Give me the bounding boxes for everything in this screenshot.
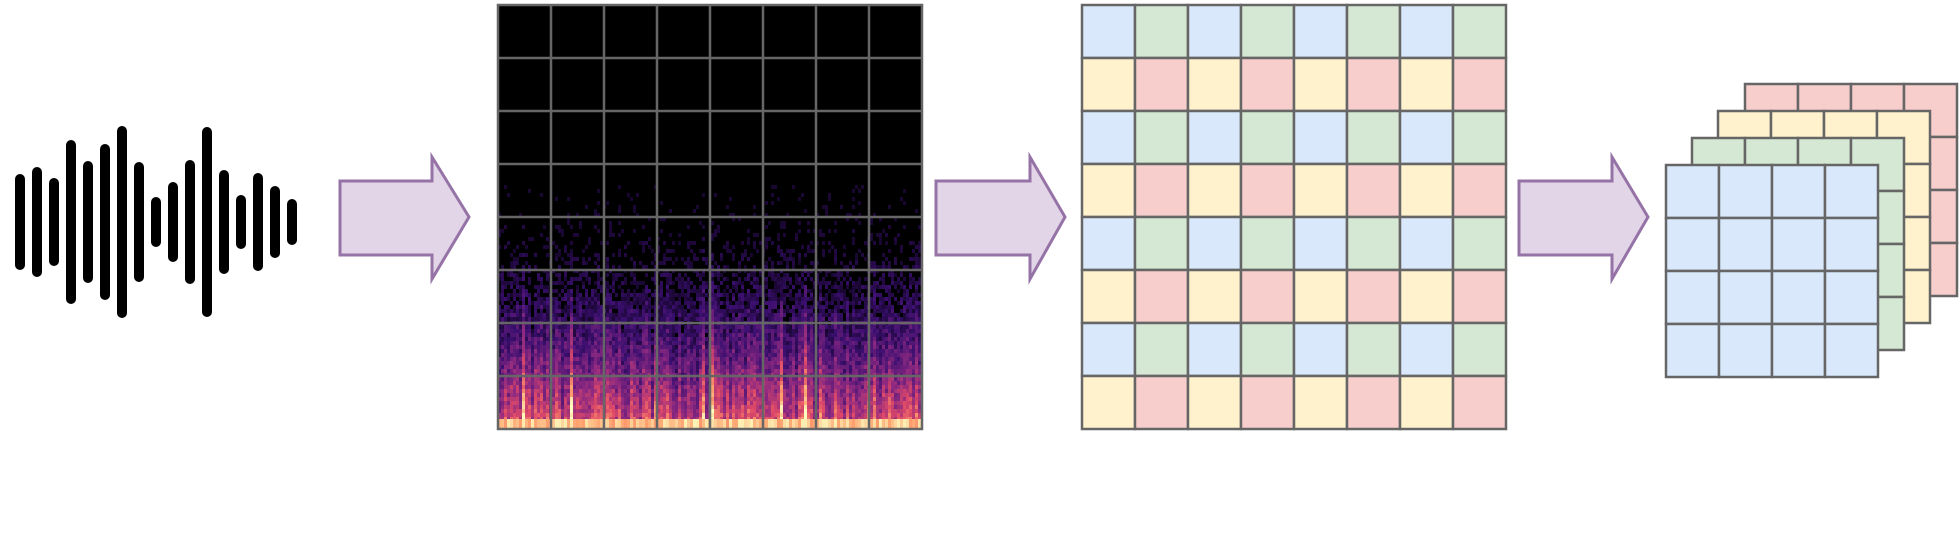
patch-cell: [1133, 215, 1190, 272]
channel-cell: [1664, 269, 1721, 326]
patch-cell: [1398, 56, 1455, 113]
patch-cell: [1239, 374, 1296, 431]
patch-cell: [1398, 109, 1455, 166]
patch-cell: [1451, 109, 1508, 166]
patch-cell: [1080, 321, 1137, 378]
patch-cell: [1186, 268, 1243, 325]
patch-cell: [1345, 215, 1402, 272]
patch-cell: [1398, 3, 1455, 60]
patch-cell: [1239, 321, 1296, 378]
channel-cell: [1823, 216, 1880, 273]
patch-cell: [1239, 215, 1296, 272]
patch-cell: [1292, 56, 1349, 113]
patch-cell: [1292, 3, 1349, 60]
patch-grid: [1080, 3, 1508, 431]
arrow-shape: [934, 151, 1067, 285]
channel-cell: [1664, 216, 1721, 273]
patch-cell: [1292, 321, 1349, 378]
patch-cell: [1080, 3, 1137, 60]
channel-cell: [1823, 269, 1880, 326]
patch-cell: [1239, 268, 1296, 325]
patch-cell: [1292, 374, 1349, 431]
patch-cell: [1451, 215, 1508, 272]
patch-cell: [1080, 56, 1137, 113]
patch-cell: [1133, 56, 1190, 113]
patch-cell: [1080, 268, 1137, 325]
channel-cell: [1823, 163, 1880, 220]
patch-cell: [1292, 215, 1349, 272]
channel-cell: [1770, 269, 1827, 326]
patch-cell: [1345, 321, 1402, 378]
patch-cell: [1345, 374, 1402, 431]
channel-cell: [1770, 216, 1827, 273]
patch-cell: [1186, 162, 1243, 219]
audio-waveform-icon: [15, 126, 297, 318]
patch-cell: [1345, 3, 1402, 60]
arrow-shape: [1517, 151, 1650, 285]
patch-cell: [1451, 374, 1508, 431]
patch-cell: [1451, 321, 1508, 378]
channel-cell: [1664, 322, 1721, 379]
arrow-waveform-to-spectrogram: [338, 151, 471, 285]
patch-cell: [1345, 268, 1402, 325]
patch-cell: [1186, 3, 1243, 60]
patch-cell: [1451, 268, 1508, 325]
patch-cell: [1186, 215, 1243, 272]
patch-cell: [1239, 162, 1296, 219]
arrow-shape: [338, 151, 471, 285]
patch-cell: [1133, 321, 1190, 378]
patch-cell: [1186, 321, 1243, 378]
patch-cell: [1080, 374, 1137, 431]
patch-cell: [1345, 109, 1402, 166]
patch-cell: [1292, 162, 1349, 219]
patch-cell: [1080, 215, 1137, 272]
channel-cell: [1717, 163, 1774, 220]
patch-cell: [1398, 374, 1455, 431]
patch-cell: [1398, 268, 1455, 325]
patch-cell: [1133, 162, 1190, 219]
patch-cell: [1080, 162, 1137, 219]
patch-cell: [1451, 162, 1508, 219]
channel-cell: [1823, 322, 1880, 379]
patch-cell: [1345, 56, 1402, 113]
patch-cell: [1398, 162, 1455, 219]
arrow-patches-to-channels: [1517, 151, 1650, 285]
patch-cell: [1292, 268, 1349, 325]
patch-cell: [1133, 109, 1190, 166]
patch-cell: [1133, 3, 1190, 60]
channel-cell: [1770, 322, 1827, 379]
spectrogram-grid: [496, 3, 924, 431]
arrow-spectrogram-to-patches: [934, 151, 1067, 285]
patch-cell: [1398, 215, 1455, 272]
channel-cell: [1664, 163, 1721, 220]
patch-cell: [1451, 3, 1508, 60]
patch-cell: [1345, 162, 1402, 219]
channel-cell: [1717, 269, 1774, 326]
channel-stack: [1664, 82, 1959, 379]
channel-cell: [1717, 322, 1774, 379]
patch-cell: [1186, 56, 1243, 113]
patch-cell: [1239, 3, 1296, 60]
patch-cell: [1080, 109, 1137, 166]
patch-cell: [1292, 109, 1349, 166]
patch-cell: [1133, 268, 1190, 325]
channel-cell: [1770, 163, 1827, 220]
patch-cell: [1451, 56, 1508, 113]
channel-cell: [1717, 216, 1774, 273]
patch-cell: [1239, 56, 1296, 113]
patch-cell: [1398, 321, 1455, 378]
patch-cell: [1133, 374, 1190, 431]
patch-cell: [1186, 374, 1243, 431]
channel-layer: [1664, 163, 1880, 379]
patch-cell: [1239, 109, 1296, 166]
spectrogram-border: [496, 3, 924, 431]
patch-cell: [1186, 109, 1243, 166]
